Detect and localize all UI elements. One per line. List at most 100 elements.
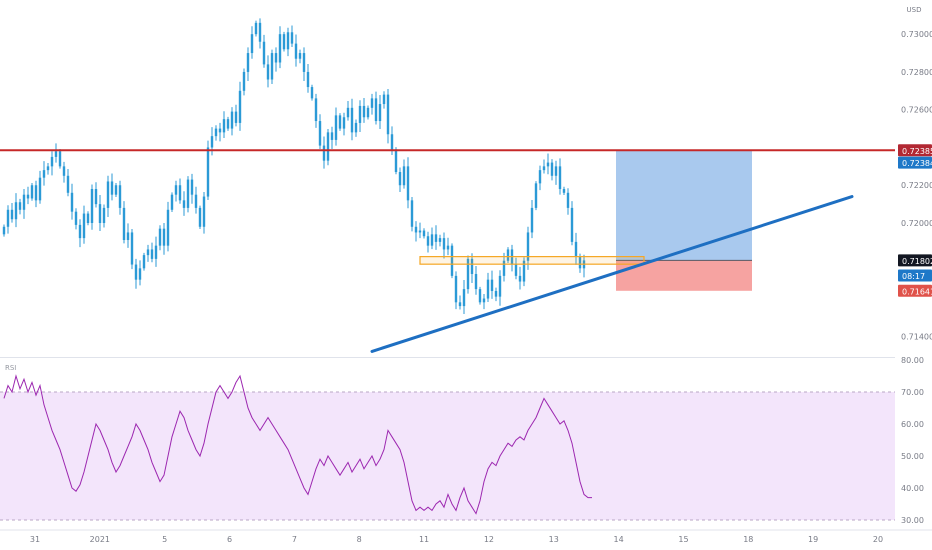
candle[interactable] [62, 161, 66, 183]
candle[interactable] [298, 49, 302, 64]
candle[interactable] [126, 223, 130, 248]
candle[interactable] [526, 226, 530, 270]
candle[interactable] [470, 253, 474, 284]
candle[interactable] [274, 47, 278, 72]
candle[interactable] [322, 136, 326, 169]
candle[interactable] [266, 55, 270, 88]
candle[interactable] [474, 266, 478, 295]
candle[interactable] [538, 165, 542, 191]
candle[interactable] [42, 161, 46, 186]
candle[interactable] [378, 94, 382, 129]
candle[interactable] [494, 287, 498, 302]
candle[interactable] [534, 181, 538, 211]
candle[interactable] [466, 255, 470, 294]
candle[interactable] [66, 169, 70, 197]
candle[interactable] [442, 232, 446, 259]
candle[interactable] [398, 167, 402, 193]
candle[interactable] [482, 294, 486, 310]
candle[interactable] [438, 234, 442, 247]
candle[interactable] [326, 128, 330, 166]
candle[interactable] [194, 186, 198, 214]
candle[interactable] [518, 266, 522, 290]
candle[interactable] [358, 100, 362, 132]
candle[interactable] [54, 143, 58, 163]
candle[interactable] [34, 180, 38, 208]
candle[interactable] [394, 147, 398, 175]
candle[interactable] [554, 160, 558, 185]
candle[interactable] [490, 270, 494, 299]
candle[interactable] [26, 186, 30, 205]
candle[interactable] [70, 183, 74, 220]
candle[interactable] [406, 157, 410, 209]
candle[interactable] [502, 252, 506, 282]
candle[interactable] [150, 242, 154, 263]
candle[interactable] [506, 247, 510, 264]
candle[interactable] [278, 26, 282, 69]
candle[interactable] [334, 107, 338, 146]
candle[interactable] [542, 159, 546, 174]
candle[interactable] [110, 173, 114, 201]
candle[interactable] [238, 81, 242, 131]
candle[interactable] [38, 170, 42, 204]
candle[interactable] [122, 201, 126, 244]
candle[interactable] [346, 101, 350, 121]
candle[interactable] [306, 64, 310, 93]
candle[interactable] [294, 34, 298, 67]
candle[interactable] [402, 159, 406, 189]
candle[interactable] [414, 221, 418, 242]
candle[interactable] [190, 173, 194, 204]
candle[interactable] [566, 188, 570, 215]
candle[interactable] [202, 192, 206, 234]
candle[interactable] [18, 198, 22, 215]
candle[interactable] [242, 68, 246, 96]
candle[interactable] [486, 272, 490, 302]
candle[interactable] [290, 25, 294, 48]
candle[interactable] [174, 180, 178, 202]
candle[interactable] [158, 225, 162, 251]
candle[interactable] [214, 125, 218, 141]
candle[interactable] [30, 182, 34, 201]
candle[interactable] [186, 176, 190, 213]
candle[interactable] [514, 257, 518, 280]
candle[interactable] [46, 162, 50, 175]
candle[interactable] [102, 204, 106, 228]
candle[interactable] [446, 237, 450, 256]
candle[interactable] [106, 175, 110, 217]
candle[interactable] [218, 122, 222, 142]
candle[interactable] [318, 114, 322, 149]
candle[interactable] [370, 93, 374, 115]
candle[interactable] [258, 18, 262, 49]
candle[interactable] [254, 20, 258, 37]
candle[interactable] [134, 258, 138, 289]
candle[interactable] [58, 148, 62, 169]
candle[interactable] [178, 178, 182, 204]
candle[interactable] [146, 244, 150, 262]
candle[interactable] [138, 260, 142, 286]
candle[interactable] [246, 47, 250, 82]
candle[interactable] [82, 205, 86, 244]
candle[interactable] [462, 280, 466, 315]
position-profit-zone[interactable] [616, 150, 752, 261]
candle[interactable] [530, 199, 534, 239]
candle[interactable] [386, 88, 390, 144]
candle[interactable] [450, 243, 454, 279]
candle[interactable] [162, 223, 166, 255]
candle[interactable] [362, 98, 366, 123]
candle[interactable] [558, 158, 562, 195]
candle[interactable] [286, 27, 290, 57]
candle[interactable] [338, 113, 342, 131]
candle[interactable] [314, 93, 318, 128]
candle[interactable] [366, 105, 370, 120]
candle[interactable] [94, 182, 98, 208]
candle[interactable] [430, 227, 434, 250]
candle[interactable] [422, 228, 426, 239]
candle[interactable] [114, 182, 118, 197]
candle[interactable] [6, 205, 10, 234]
candle[interactable] [262, 34, 266, 68]
candle[interactable] [130, 229, 134, 270]
candle[interactable] [22, 189, 26, 219]
candle[interactable] [142, 252, 146, 271]
candle[interactable] [86, 211, 90, 226]
candle[interactable] [434, 225, 438, 250]
candle[interactable] [342, 112, 346, 136]
